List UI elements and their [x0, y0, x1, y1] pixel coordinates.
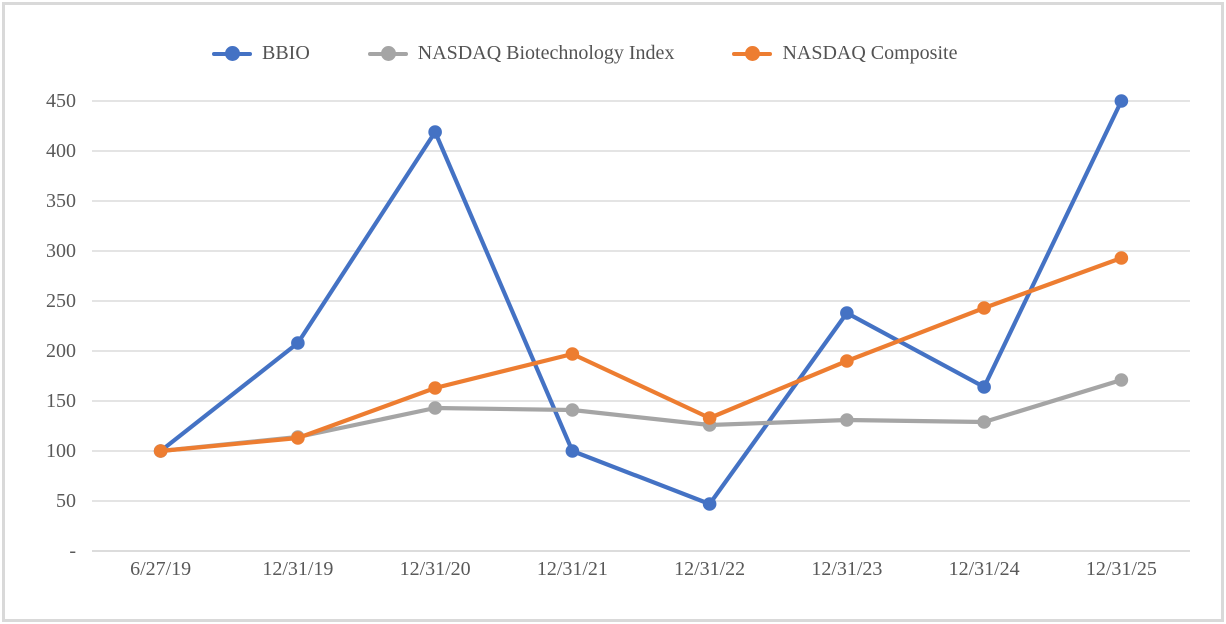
y-tick-label: 100 — [46, 440, 76, 462]
y-tick-label: 250 — [46, 290, 76, 312]
data-point — [702, 497, 717, 511]
y-tick-label: 450 — [46, 90, 76, 112]
legend-label: NASDAQ Composite — [782, 42, 958, 64]
data-point — [977, 380, 991, 394]
y-tick-label: 200 — [46, 340, 76, 362]
plot-canvas — [92, 94, 1190, 552]
line-dot-marker-icon — [732, 46, 773, 61]
data-point — [1114, 373, 1129, 387]
data-point — [840, 354, 854, 368]
data-point — [1114, 94, 1129, 108]
x-tick-label: 12/31/22 — [674, 558, 746, 580]
total-return-line-chart: BBIO NASDAQ Biotechnology Index NASDAQ C… — [46, 42, 1190, 580]
x-tick-label: 12/31/19 — [262, 558, 334, 580]
line-dot-marker-icon — [212, 46, 252, 61]
data-point — [977, 301, 991, 315]
data-point — [840, 306, 854, 320]
chart-legend: BBIO NASDAQ Biotechnology Index NASDAQ C… — [212, 42, 957, 65]
line-dot-marker-icon — [367, 46, 408, 61]
data-point — [977, 415, 991, 429]
series-line — [158, 98, 1124, 507]
x-tick-label: 12/31/24 — [948, 558, 1020, 580]
x-tick-label: 12/31/23 — [811, 558, 883, 580]
data-point — [565, 347, 580, 361]
data-point — [565, 444, 580, 458]
y-tick-label: 350 — [46, 190, 76, 212]
data-point — [153, 444, 168, 458]
series-line — [158, 255, 1124, 454]
x-tick-label: 12/31/20 — [399, 558, 471, 580]
legend-item-bbio: BBIO — [212, 42, 310, 65]
data-point — [428, 401, 442, 415]
x-tick-label: 6/27/19 — [130, 558, 192, 580]
y-tick-label: 50 — [56, 490, 76, 512]
data-point — [1114, 251, 1129, 265]
y-tick-label: 300 — [46, 240, 76, 262]
legend-item-nasdaq-biotechnology-index: NASDAQ Biotechnology Index — [367, 42, 675, 65]
data-point — [291, 336, 305, 350]
y-tick-label: 400 — [46, 140, 76, 162]
data-point — [291, 431, 305, 445]
x-tick-label: 12/31/21 — [536, 558, 608, 580]
y-tick-label: 150 — [46, 390, 76, 412]
x-tick-label: 12/31/25 — [1085, 558, 1157, 580]
data-point — [702, 411, 717, 425]
y-tick-label: - — [69, 540, 76, 562]
legend-label: BBIO — [262, 42, 310, 64]
legend-label: NASDAQ Biotechnology Index — [417, 42, 675, 64]
data-point — [565, 403, 580, 417]
series-line — [158, 377, 1124, 454]
data-point — [840, 413, 854, 427]
legend-item-nasdaq-composite: NASDAQ Composite — [732, 42, 957, 65]
data-point — [428, 381, 442, 395]
data-point — [428, 125, 442, 139]
